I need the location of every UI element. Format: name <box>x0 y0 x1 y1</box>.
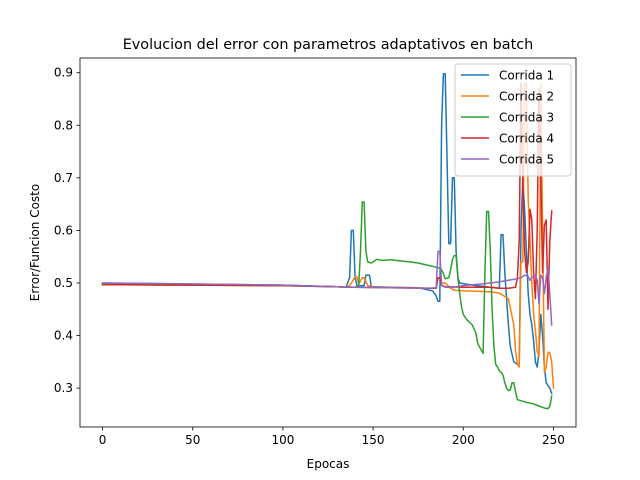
y-tick-label: 0.6 <box>54 223 73 237</box>
series-line-corrida-5 <box>101 250 553 326</box>
chart-title: Evolucion del error con parametros adapt… <box>123 37 534 53</box>
legend: Corrida 1 Corrida 2 Corrida 3 Corrida 4 Corr… <box>454 63 572 177</box>
x-tick-label: 100 <box>271 433 294 447</box>
x-tick-label: 150 <box>362 433 385 447</box>
legend-box <box>454 63 572 177</box>
y-tick-label: 0.9 <box>54 66 73 80</box>
y-axis-title: Error/Funcion Costo <box>28 184 42 301</box>
plot-frame <box>79 57 577 428</box>
legend-label-corrida-4: Corrida 4 <box>499 132 554 146</box>
x-axis: 0 50 100 150 200 250 <box>99 427 565 447</box>
y-tick-label: 0.7 <box>54 171 73 185</box>
series-line-corrida-3 <box>101 201 553 410</box>
y-tick-label: 0.3 <box>54 381 73 395</box>
x-tick-label: 50 <box>185 433 200 447</box>
x-axis-title: Epocas <box>307 457 350 471</box>
y-tick-label: 0.4 <box>54 329 73 343</box>
legend-label-corrida-1: Corrida 1 <box>499 69 554 83</box>
legend-label-corrida-5: Corrida 5 <box>499 153 554 167</box>
legend-label-corrida-3: Corrida 3 <box>499 111 554 125</box>
x-tick-label: 250 <box>542 433 565 447</box>
x-tick-label: 0 <box>99 433 107 447</box>
y-tick-label: 0.8 <box>54 118 73 132</box>
x-tick-label: 200 <box>452 433 475 447</box>
y-tick-label: 0.5 <box>54 276 73 290</box>
legend-label-corrida-2: Corrida 2 <box>499 90 554 104</box>
y-axis: 0.3 0.4 0.5 0.6 0.7 0.8 0.9 <box>54 66 80 395</box>
